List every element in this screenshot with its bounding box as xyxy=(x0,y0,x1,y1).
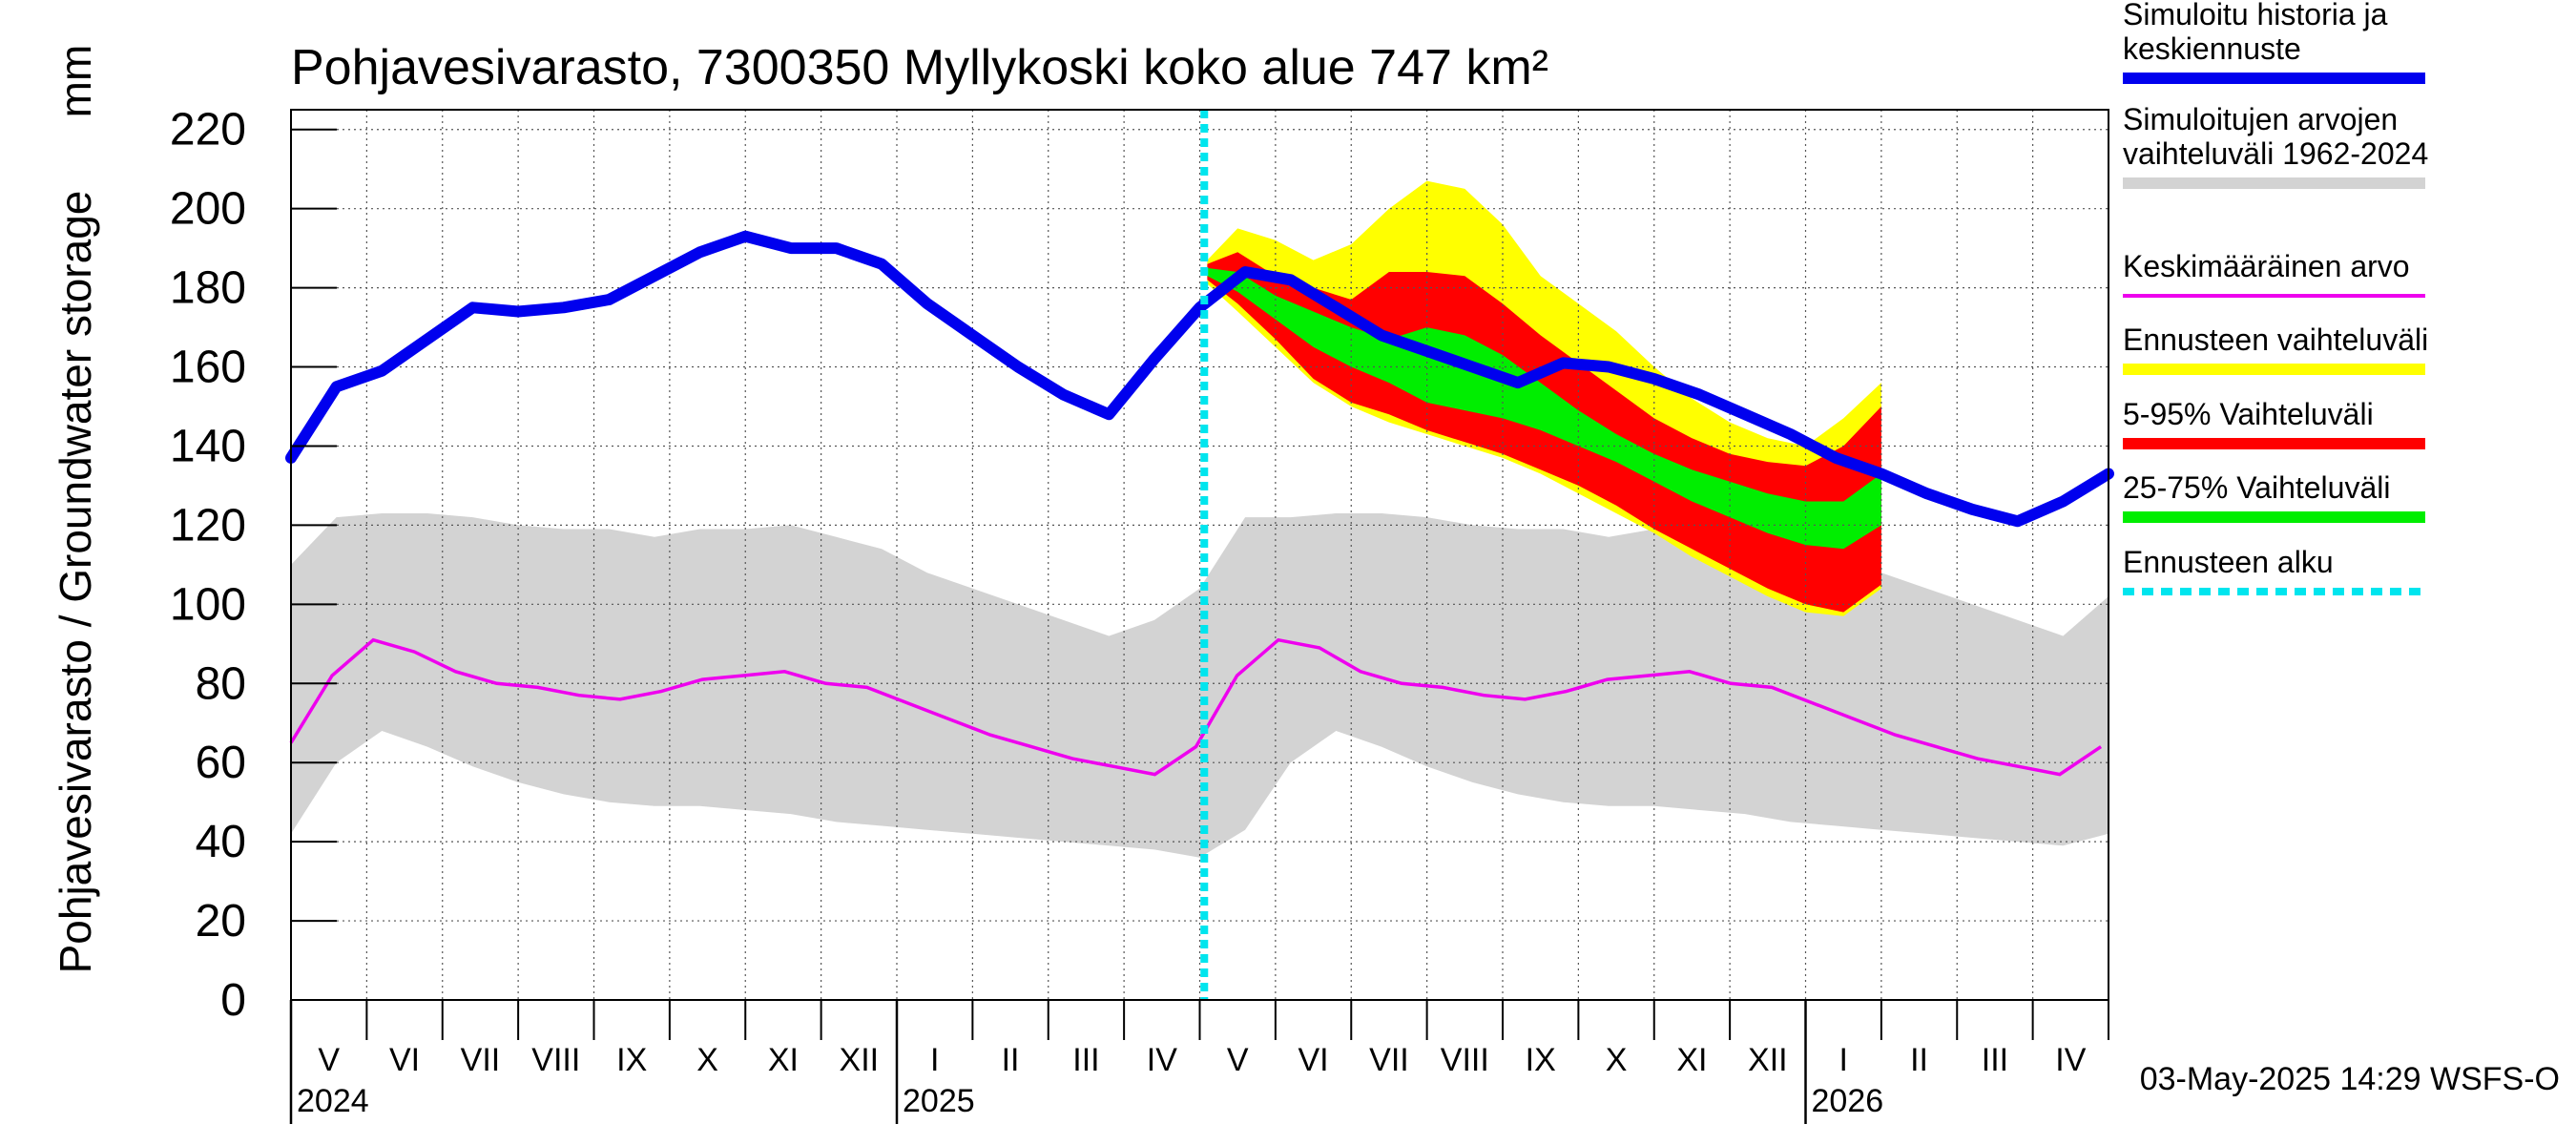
y-tick-label: 200 xyxy=(170,184,246,235)
hist-range-band xyxy=(291,513,2109,858)
timestamp: 03-May-2025 14:29 WSFS-O xyxy=(2140,1061,2560,1097)
x-month-label: I xyxy=(930,1042,939,1078)
simulated-line xyxy=(285,230,2114,528)
chart-title: Pohjavesivarasto, 7300350 Myllykoski kok… xyxy=(291,40,1548,95)
legend-label: Ennusteen alku xyxy=(2123,545,2334,579)
y-tick-label: 220 xyxy=(170,105,246,156)
y-tick-label: 0 xyxy=(220,975,246,1026)
x-month-label: VII xyxy=(1369,1042,1409,1078)
x-month-label: VI xyxy=(389,1042,420,1078)
x-month-label: XI xyxy=(768,1042,799,1078)
lines-layer xyxy=(285,110,2114,1000)
x-month-label: V xyxy=(1227,1042,1249,1078)
legend-label: Simuloitujen arvojen xyxy=(2123,102,2398,136)
y-axis-unit: mm xyxy=(51,45,100,118)
legend-label: vaihteluväli 1962-2024 xyxy=(2123,136,2428,171)
x-month-label: VII xyxy=(461,1042,501,1078)
y-tick-label: 80 xyxy=(196,658,246,709)
y-tick-label: 160 xyxy=(170,343,246,393)
y-tick-label: 20 xyxy=(196,896,246,947)
y-tick-label: 40 xyxy=(196,817,246,867)
legend-label: 25-75% Vaihteluväli xyxy=(2123,470,2390,505)
x-month-label: X xyxy=(696,1042,718,1078)
legend-label: Ennusteen vaihteluväli xyxy=(2123,323,2428,357)
x-month-label: VIII xyxy=(531,1042,580,1078)
x-month-label: VIII xyxy=(1441,1042,1489,1078)
x-month-label: IX xyxy=(1526,1042,1556,1078)
x-month-label: VI xyxy=(1298,1042,1329,1078)
y-tick-label: 120 xyxy=(170,500,246,551)
mean-line xyxy=(289,637,2103,777)
x-month-label: IV xyxy=(1147,1042,1177,1078)
x-month-label: X xyxy=(1606,1042,1628,1078)
bands-layer xyxy=(291,180,2109,858)
legend-label: Simuloitu historia ja xyxy=(2123,0,2388,31)
x-month-label: XII xyxy=(1748,1042,1788,1078)
x-year-label: 2026 xyxy=(1812,1083,1884,1119)
legend-label: 5-95% Vaihteluväli xyxy=(2123,397,2374,431)
y-tick-label: 60 xyxy=(196,738,246,788)
x-month-label: XII xyxy=(840,1042,880,1078)
y-tick-label: 100 xyxy=(170,579,246,630)
x-month-label: III xyxy=(1072,1042,1099,1078)
y-tick-label: 180 xyxy=(170,263,246,314)
x-month-label: IX xyxy=(616,1042,647,1078)
x-month-label: III xyxy=(1982,1042,2008,1078)
x-month-label: II xyxy=(1002,1042,1020,1078)
legend-label: keskiennuste xyxy=(2123,31,2301,66)
legend-label: Keskimääräinen arvo xyxy=(2123,249,2410,283)
y-axis-label: Pohjavesivarasto / Groundwater storage xyxy=(51,191,100,974)
x-month-label: V xyxy=(318,1042,340,1078)
x-month-label: II xyxy=(1910,1042,1928,1078)
x-year-label: 2024 xyxy=(297,1083,369,1119)
x-year-label: 2025 xyxy=(903,1083,975,1119)
y-tick-label: 140 xyxy=(170,421,246,471)
x-month-label: IV xyxy=(2055,1042,2086,1078)
x-month-label: I xyxy=(1839,1042,1847,1078)
x-month-label: XI xyxy=(1676,1042,1707,1078)
